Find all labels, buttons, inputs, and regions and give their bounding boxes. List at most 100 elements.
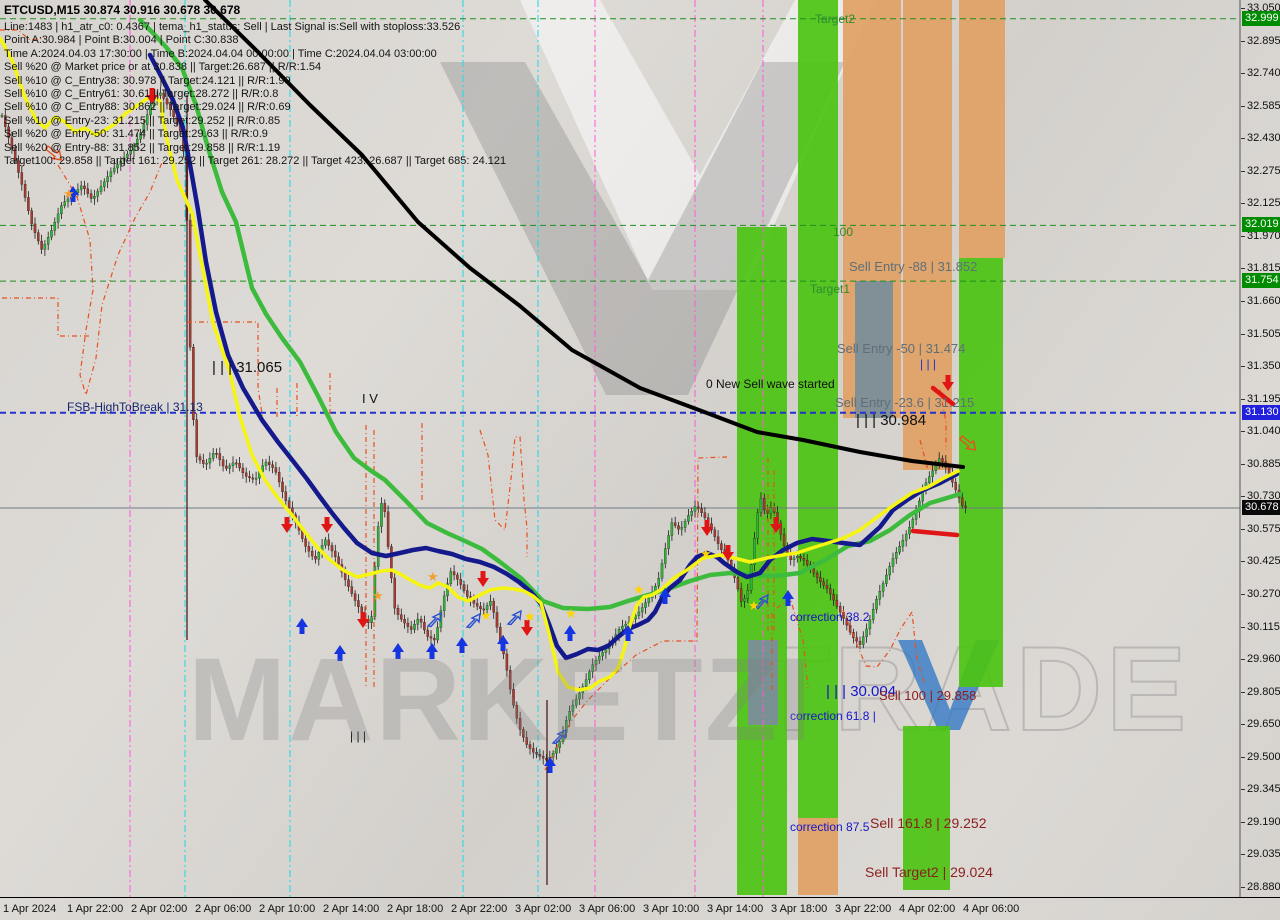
price-tick: 30.885	[1241, 457, 1280, 470]
zone-band	[959, 0, 1005, 258]
logo-chevron-icon	[440, 62, 845, 395]
price-badge: 30.678	[1242, 499, 1280, 515]
time-tick: 2 Apr 02:00	[131, 903, 188, 915]
hollow-arrow-icon	[959, 434, 977, 451]
hollow-arrow-icon	[426, 611, 442, 628]
time-tick: 3 Apr 02:00	[515, 903, 572, 915]
info-line: Point A:30.984 | Point B:30.004 | Point …	[4, 34, 239, 47]
sell-arrow-icon	[281, 517, 293, 533]
stoploss-trail-line	[919, 439, 929, 471]
buy-arrow-icon	[564, 625, 576, 641]
buy-arrow-icon	[456, 637, 468, 653]
sell-arrow-icon	[321, 517, 333, 533]
sell-arrow-icon	[146, 88, 158, 104]
ma-green-line	[137, 17, 963, 612]
price-tick: 29.500	[1241, 750, 1280, 763]
star-marker-icon: ★	[748, 598, 760, 613]
time-tick: 1 Apr 22:00	[67, 903, 124, 915]
time-tick: 1 Apr 2024	[3, 903, 57, 915]
stoploss-trail-line	[939, 389, 947, 450]
price-tick: 32.740	[1241, 67, 1280, 80]
info-line: Sell %10 @ Entry-23: 31.215 || Target:29…	[4, 114, 281, 127]
time-tick: 2 Apr 10:00	[259, 903, 316, 915]
buy-arrow-icon	[426, 643, 438, 659]
price-tick: 31.660	[1241, 295, 1280, 307]
time-tick: 3 Apr 18:00	[771, 903, 828, 915]
info-line: Time A:2024.04.03 17:30:00 | Time B:2024…	[4, 47, 437, 60]
ma-yellow-line	[0, 36, 960, 692]
price-tick: 32.585	[1241, 99, 1280, 112]
logo-chevron-light	[520, 0, 875, 290]
price-tick: 30.270	[1241, 588, 1280, 600]
zone-band	[798, 818, 838, 895]
price-tick: 31.195	[1241, 392, 1280, 405]
star-marker-icon: ★	[372, 588, 384, 603]
buy-arrow-icon	[782, 590, 794, 606]
star-marker-icon: ★	[565, 606, 577, 621]
buy-arrow-icon	[296, 618, 308, 634]
price-tick: 28.880	[1241, 881, 1280, 893]
price-tick: 30.730	[1241, 490, 1280, 503]
stoploss-trail-line	[2, 297, 90, 337]
hollow-arrow-icon	[45, 144, 63, 161]
ma-navy-line	[147, 52, 960, 661]
sell-arrow-icon	[521, 620, 533, 636]
price-tick: 32.275	[1241, 164, 1280, 177]
price-badge: 32.019	[1242, 217, 1280, 233]
price-tick: 29.960	[1241, 653, 1280, 666]
buy-arrow-icon	[497, 635, 509, 651]
buy-arrow-icon	[544, 757, 556, 773]
sell-arrow-icon	[722, 545, 734, 561]
time-tick: 3 Apr 22:00	[835, 903, 892, 915]
zone-band	[798, 0, 838, 818]
time-tick: 3 Apr 10:00	[643, 903, 700, 915]
buy-arrow-icon	[659, 588, 671, 604]
info-line: Sell %10 @ C_Entry61: 30.61 || Target:28…	[4, 87, 279, 100]
zone-band	[959, 258, 1003, 687]
star-marker-icon: ★	[63, 186, 75, 201]
chart-info-block: ETCUSD,M15 30.874 30.916 30.678 30.678 L…	[4, 3, 506, 168]
time-tick: 2 Apr 22:00	[451, 903, 508, 915]
stoploss-trail-line	[479, 429, 528, 557]
buy-arrow-icon	[622, 625, 634, 641]
price-tick: 29.345	[1241, 783, 1280, 796]
info-line: Target100: 29.858 || Target 161: 29.252 …	[4, 154, 507, 167]
info-line: Sell %20 @ Entry-50: 31.474 || Target:29…	[4, 128, 268, 141]
price-tick: 32.895	[1241, 34, 1280, 47]
star-marker-icon: ★	[633, 582, 645, 597]
price-tick: 31.815	[1241, 262, 1280, 275]
price-tick: 31.040	[1241, 425, 1280, 438]
price-axis[interactable]: 33.050 32.895 32.740 32.585 32.430 32.275 32.1…	[1241, 0, 1280, 897]
ma-black-line	[203, 0, 965, 469]
hollow-arrow-icon	[551, 728, 567, 745]
price-tick: 31.505	[1241, 327, 1280, 340]
info-line: Sell %20 @ Entry-88: 31.852 || Target:29…	[4, 141, 281, 154]
star-marker-icon: ★	[480, 608, 492, 623]
price-badge: 32.999	[1242, 10, 1280, 26]
hollow-arrow-icon	[506, 609, 522, 626]
time-tick: 2 Apr 18:00	[387, 903, 444, 915]
info-line: Line:1483 | h1_atr_c0: 0.4367 | tema_h1_…	[4, 21, 461, 33]
price-tick: 32.125	[1241, 197, 1280, 210]
info-line: Sell %10 @ C_Entry38: 30.978 || Target:2…	[4, 74, 291, 87]
sell-arrow-icon	[477, 571, 489, 587]
time-tick: 4 Apr 06:00	[963, 903, 1020, 915]
price-tick: 30.115	[1241, 620, 1280, 633]
price-tick: 29.805	[1241, 685, 1280, 698]
zone-band	[903, 726, 950, 890]
time-axis[interactable]: 1 Apr 2024 1 Apr 22:00 2 Apr 02:00 2 Apr 06…	[0, 897, 1280, 920]
time-tick: 2 Apr 14:00	[323, 903, 380, 915]
time-tick: 3 Apr 06:00	[579, 903, 636, 915]
stoploss-trail-line	[57, 159, 164, 398]
price-tick: 29.650	[1241, 718, 1280, 731]
star-marker-icon: ★	[524, 609, 536, 624]
price-tick: 31.350	[1241, 360, 1280, 373]
symbol-title: ETCUSD,M15 30.874 30.916 30.678 30.678	[4, 3, 241, 17]
price-badge: 31.130	[1242, 404, 1280, 420]
price-tick: 30.575	[1241, 522, 1280, 535]
stoploss-trail-line	[842, 609, 925, 683]
entry-zone-box	[855, 281, 893, 418]
time-tick: 3 Apr 14:00	[707, 903, 764, 915]
